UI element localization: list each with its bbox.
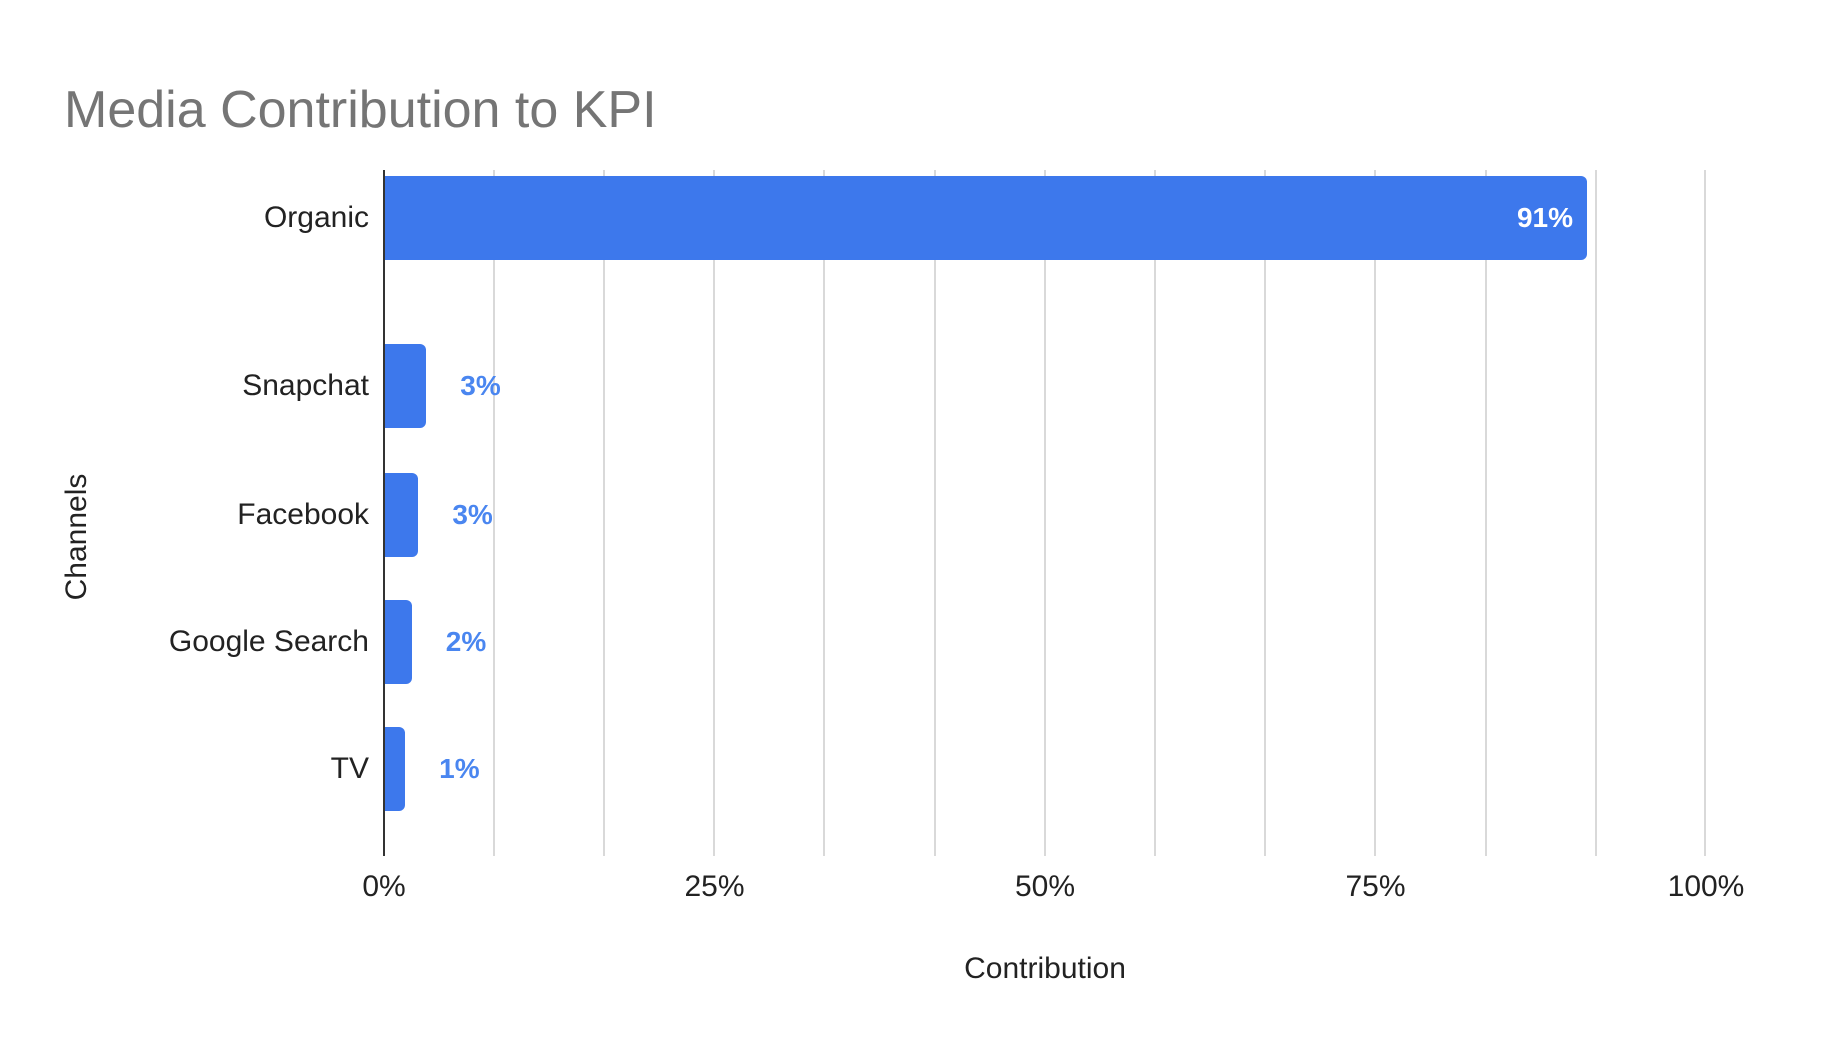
category-label: Snapchat xyxy=(242,369,369,402)
gridline xyxy=(603,170,605,856)
category-label: Organic xyxy=(263,201,369,234)
bar xyxy=(384,344,427,428)
bar xyxy=(384,473,419,557)
bar xyxy=(384,600,412,684)
gridline xyxy=(1264,170,1266,856)
bar xyxy=(384,727,406,811)
x-tick-label: 100% xyxy=(1667,870,1745,903)
x-axis-label: Contribution xyxy=(964,952,1126,985)
data-label: 3% xyxy=(452,499,493,530)
plot-area xyxy=(383,170,1706,856)
gridline xyxy=(713,170,715,856)
data-label: 3% xyxy=(460,370,501,401)
x-tick-label: 50% xyxy=(1014,870,1076,903)
x-tick-label: 75% xyxy=(1345,870,1406,903)
y-axis-line xyxy=(383,170,385,856)
category-label: Google Search xyxy=(168,625,369,658)
x-tick-label: 25% xyxy=(684,870,745,903)
chart-title: Media Contribution to KPI xyxy=(64,81,657,139)
data-label: 2% xyxy=(445,626,487,657)
data-label: 1% xyxy=(439,753,480,784)
category-label: TV xyxy=(330,752,369,785)
data-label: 91% xyxy=(1516,202,1574,233)
x-tick-label: 0% xyxy=(362,870,406,903)
y-axis-label: Channels xyxy=(60,473,93,601)
gridline xyxy=(823,170,825,856)
gridline xyxy=(1704,170,1706,856)
gridline xyxy=(1154,170,1156,856)
gridline xyxy=(1374,170,1376,856)
gridline xyxy=(1044,170,1046,856)
gridline xyxy=(934,170,936,856)
gridline xyxy=(1485,170,1487,856)
gridline xyxy=(493,170,495,856)
category-label: Facebook xyxy=(237,498,369,531)
gridline xyxy=(1595,170,1597,856)
bar xyxy=(384,176,1588,260)
